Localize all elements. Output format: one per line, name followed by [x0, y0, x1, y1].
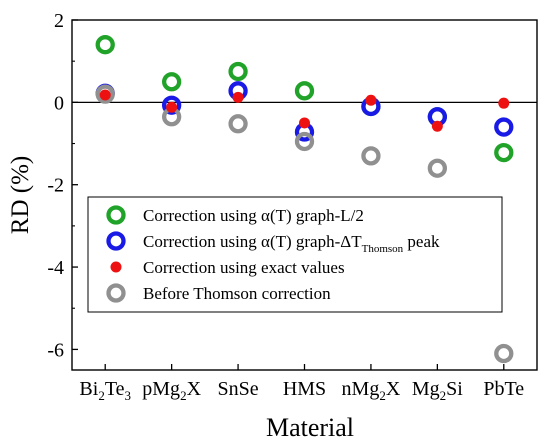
- data-point-series-4: [294, 131, 315, 152]
- data-point-exact: [232, 91, 244, 103]
- legend-label: Correction using α(T) graph-L/2: [143, 206, 364, 225]
- x-axis: Bi2Te3 pMg2X SnSe HMS nMg2X Mg2Si PbTe: [79, 364, 524, 403]
- x-tick-label: pMg2X: [142, 378, 201, 403]
- data-point-exact: [365, 94, 377, 106]
- x-tick-label: HMS: [283, 378, 326, 400]
- legend-marker: [110, 261, 122, 273]
- plot-frame: [71, 19, 538, 371]
- data-point-series-4: [95, 84, 115, 104]
- legend-marker: [106, 283, 126, 303]
- x-tick-label: Mg2Si: [412, 378, 463, 403]
- y-tick-label: -4: [47, 257, 64, 279]
- data-point-series-1: [95, 35, 115, 55]
- data-point-exact: [498, 97, 510, 109]
- data-points: [95, 35, 514, 364]
- y-tick-label: 2: [54, 10, 64, 32]
- data-point-exact: [299, 117, 310, 129]
- data-point-series-2: [494, 117, 514, 137]
- legend-label: Correction using exact values: [143, 258, 345, 277]
- data-point-exact: [99, 89, 111, 101]
- data-point-series-4: [494, 343, 514, 364]
- data-point-exact: [431, 120, 443, 132]
- data-point-series-1: [294, 81, 315, 101]
- y-axis-label: RD (%): [7, 156, 34, 234]
- data-point-series-1: [494, 142, 514, 163]
- data-point-series-1: [228, 61, 248, 82]
- y-tick-label: 0: [54, 92, 64, 114]
- y-tick-label: -6: [47, 339, 64, 361]
- legend: Correction using α(T) graph-L/2 Correctio…: [87, 196, 503, 313]
- y-axis: 2 0 -2 -4 -6: [47, 10, 78, 361]
- data-point-series-1: [161, 72, 182, 92]
- y-tick-label: -2: [47, 175, 64, 197]
- data-point-series-4: [361, 146, 381, 166]
- legend-marker: [106, 205, 126, 225]
- x-tick-label: Bi2Te3: [79, 378, 131, 403]
- x-tick-label: nMg2X: [342, 378, 401, 403]
- x-axis-label: Material: [266, 413, 354, 442]
- x-tick-label: SnSe: [218, 378, 259, 400]
- legend-marker: [106, 231, 126, 251]
- data-point-series-4: [228, 114, 248, 134]
- legend-box: [87, 196, 503, 313]
- data-point-series-4: [427, 158, 448, 178]
- legend-label: Correction using α(T) graph-ΔTThomson pe…: [143, 232, 440, 255]
- legend-label: Before Thomson correction: [143, 284, 331, 303]
- x-tick-label: PbTe: [483, 378, 524, 400]
- data-point-exact: [166, 101, 178, 113]
